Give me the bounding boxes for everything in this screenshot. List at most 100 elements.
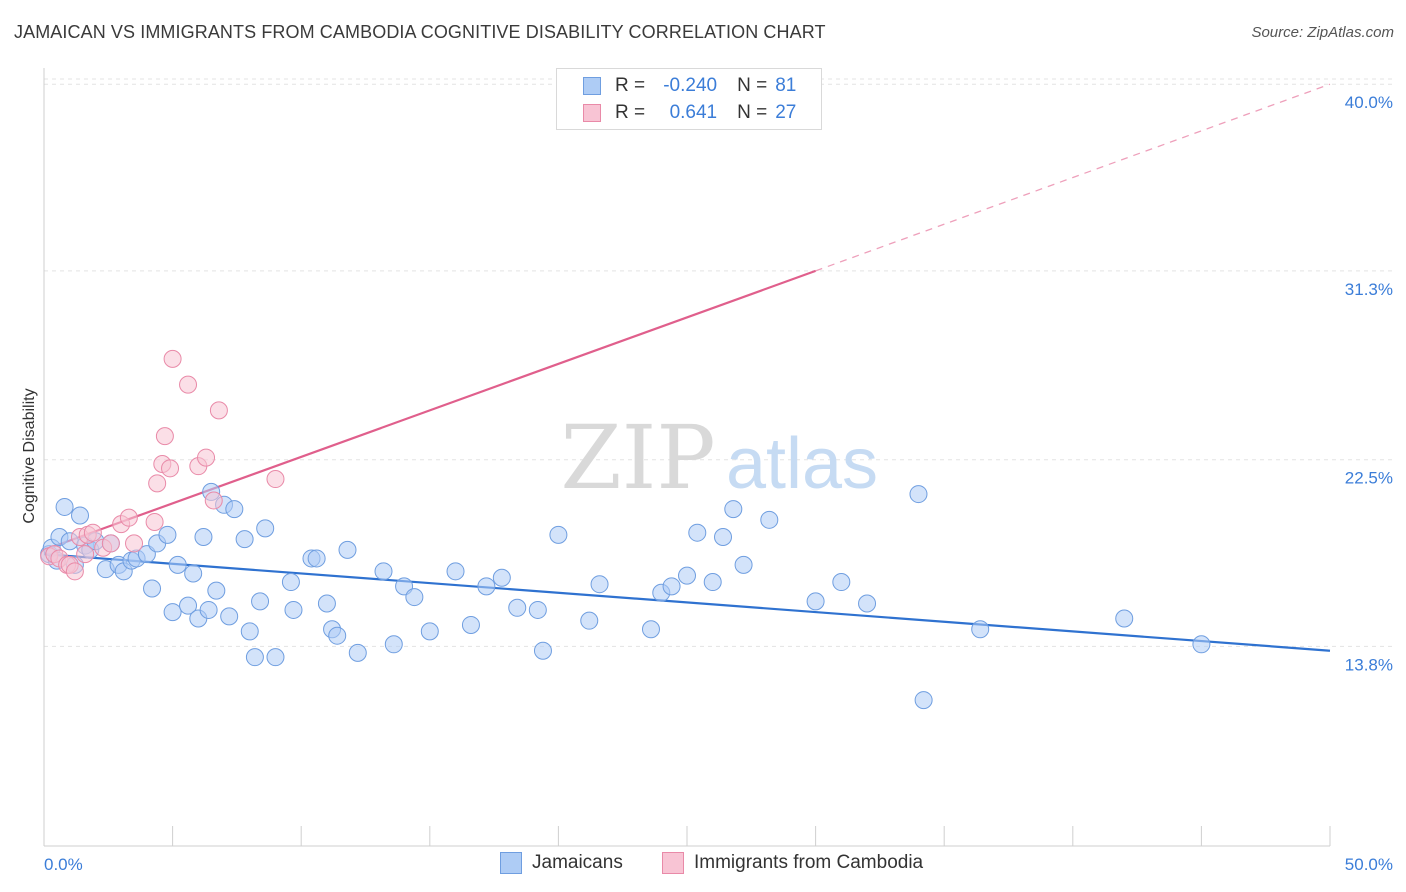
legend-label-jamaicans: Jamaicans — [532, 852, 623, 873]
watermark-zip: ZIP — [560, 406, 715, 509]
legend-n-value: 27 — [775, 102, 797, 123]
point-jamaican — [225, 500, 244, 519]
point-jamaican — [508, 598, 527, 617]
point-jamaican — [641, 620, 660, 639]
point-jamaican — [328, 626, 347, 645]
point-cambodia — [161, 459, 180, 478]
legend-swatch-pink — [583, 104, 601, 122]
point-jamaican — [914, 691, 933, 710]
point-jamaican — [199, 600, 218, 619]
point-jamaican — [405, 588, 424, 607]
legend-n-label: N = — [737, 102, 768, 123]
legend-item-cambodia: Immigrants from Cambodia — [662, 852, 923, 874]
point-jamaican — [179, 596, 198, 615]
point-jamaican — [184, 564, 203, 583]
legend-r-label: R = — [615, 102, 646, 123]
trend-lines — [43, 83, 1331, 652]
point-cambodia — [65, 562, 84, 581]
legend-item-jamaicans: Jamaicans — [500, 852, 623, 874]
legend-n-value: 81 — [775, 75, 797, 96]
point-jamaican — [806, 592, 825, 611]
point-cambodia — [197, 448, 216, 467]
trend-line-cambodia — [43, 269, 816, 551]
point-cambodia — [204, 491, 223, 510]
point-jamaican — [266, 648, 285, 667]
point-jamaican — [688, 523, 707, 542]
point-jamaican — [384, 635, 403, 654]
stats-legend: R = -0.240 N = 81 R = 0.641 N = 27 — [556, 68, 822, 130]
point-jamaican — [858, 594, 877, 613]
series-legend: Jamaicans Immigrants from Cambodia — [0, 850, 1406, 878]
legend-r-value: 0.641 — [669, 102, 718, 123]
point-cambodia — [76, 545, 95, 564]
trend-line-jamaicans — [43, 553, 1331, 652]
point-jamaican — [158, 525, 177, 544]
point-jamaican — [168, 555, 187, 574]
legend-n-label: N = — [737, 75, 768, 96]
point-jamaican — [492, 568, 511, 587]
point-jamaican — [662, 577, 681, 596]
axes — [43, 68, 1331, 847]
point-jamaican — [220, 607, 239, 626]
point-jamaican — [194, 527, 213, 546]
point-jamaican — [461, 615, 480, 634]
legend-swatch-jamaicans — [500, 852, 522, 874]
point-jamaican — [714, 527, 733, 546]
point-jamaican — [446, 562, 465, 581]
legend-r-value: -0.240 — [663, 75, 718, 96]
point-jamaican — [477, 577, 496, 596]
point-jamaican — [760, 510, 779, 529]
legend-swatch-cambodia — [662, 852, 684, 874]
point-jamaican — [703, 573, 722, 592]
point-jamaican — [245, 648, 264, 667]
point-jamaican — [317, 594, 336, 613]
point-jamaican — [971, 620, 990, 639]
point-jamaican — [420, 622, 439, 641]
point-jamaican — [338, 540, 357, 559]
point-cambodia — [179, 375, 198, 394]
point-cambodia — [155, 427, 174, 446]
y-tick-label: 22.5% — [1345, 469, 1393, 488]
grid-lines — [44, 78, 1392, 647]
chart-title: JAMAICAN VS IMMIGRANTS FROM CAMBODIA COG… — [14, 22, 826, 42]
point-jamaican — [207, 581, 226, 600]
tick-labels: 13.8% 22.5% 31.3% 40.0% 0.0% 50.0% — [44, 93, 1393, 874]
point-jamaican — [678, 566, 696, 585]
point-jamaican — [909, 485, 928, 504]
point-cambodia — [83, 523, 102, 542]
legend-r-label: R = — [615, 75, 646, 96]
point-cambodia — [148, 474, 167, 493]
point-cambodia — [119, 508, 138, 527]
point-cambodia — [266, 470, 285, 489]
x-tick-label-min: 0.0% — [44, 855, 83, 874]
point-cambodia — [125, 534, 144, 553]
point-jamaican — [374, 562, 393, 581]
watermark: ZIP atlas — [560, 406, 878, 509]
point-jamaican — [71, 506, 90, 525]
point-jamaican — [235, 530, 254, 549]
point-jamaican — [251, 592, 270, 611]
point-jamaican — [348, 643, 367, 662]
legend-row-cambodia: R = 0.641 N = 27 — [583, 101, 796, 125]
point-jamaican — [240, 622, 259, 641]
point-jamaican — [1192, 635, 1211, 654]
source-note: Source: ZipAtlas.com — [1251, 24, 1394, 41]
point-jamaican — [734, 555, 753, 574]
point-jamaican — [1115, 609, 1134, 628]
point-cambodia — [209, 401, 228, 420]
point-jamaican — [55, 497, 74, 516]
point-cambodia — [145, 512, 164, 531]
y-tick-label: 40.0% — [1345, 93, 1393, 112]
point-jamaican — [284, 600, 303, 619]
y-tick-label: 13.8% — [1345, 655, 1393, 674]
x-tick-label-max: 50.0% — [1345, 855, 1393, 874]
point-cambodia — [101, 534, 120, 553]
point-cambodia — [163, 349, 182, 368]
legend-swatch-blue — [583, 77, 601, 95]
data-points — [40, 349, 1211, 710]
y-tick-label: 31.3% — [1345, 280, 1393, 299]
point-jamaican — [580, 611, 599, 630]
point-jamaican — [724, 500, 743, 519]
trend-line-cambodia-extension — [815, 83, 1331, 272]
